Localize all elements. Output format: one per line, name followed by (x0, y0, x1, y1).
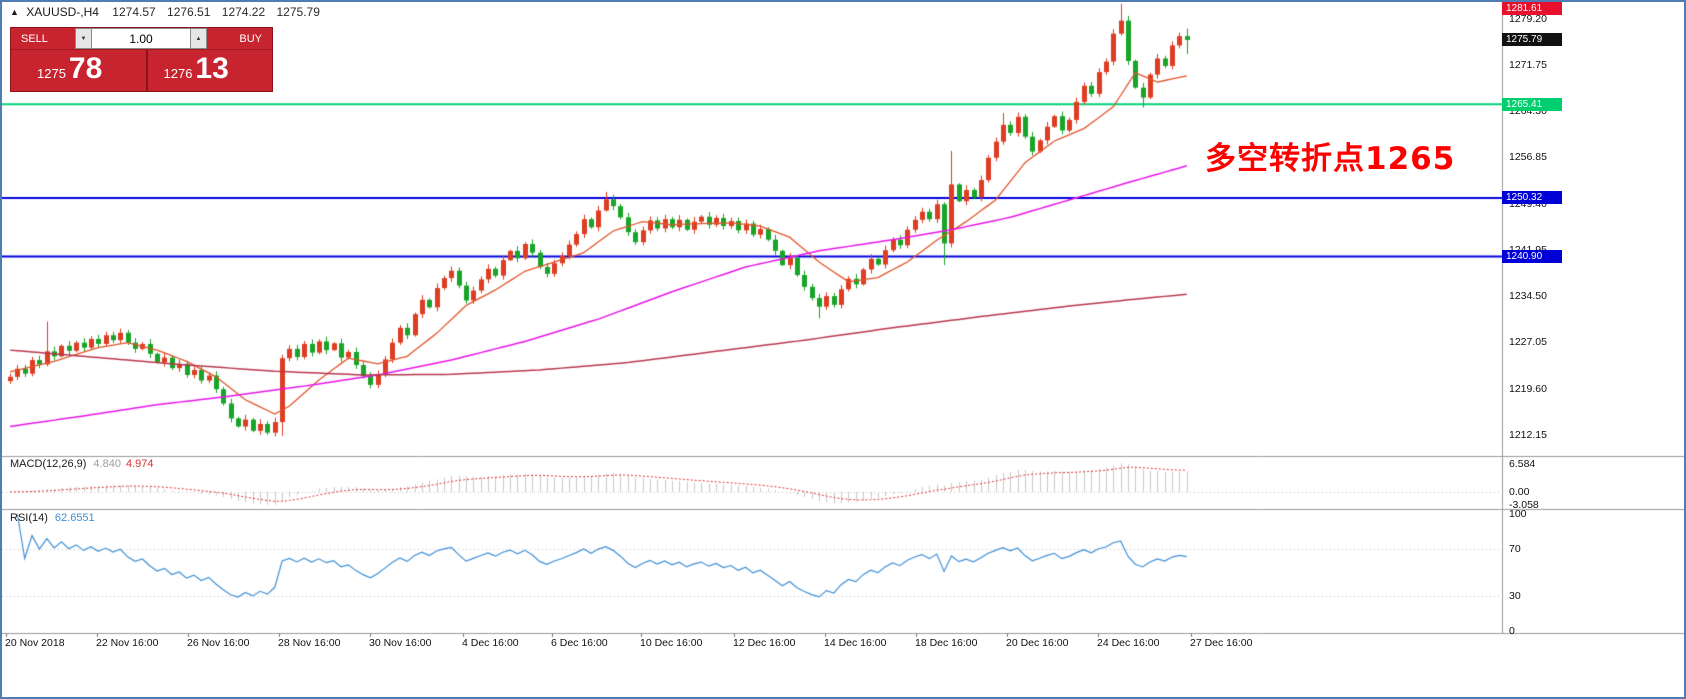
macd-indicator-label: MACD(12,26,9) 4.840 4.974 (10, 458, 153, 470)
rsi-value: 62.6551 (54, 512, 95, 524)
price-axis-label: 1271.75 (1509, 58, 1547, 71)
macd-axis-label: 0.00 (1509, 485, 1530, 498)
time-axis-label: 12 Dec 16:00 (733, 637, 796, 649)
macd-name: MACD(12,26,9) (10, 458, 87, 470)
price-axis-label: 1256.85 (1509, 151, 1547, 164)
quote-open: 1274.57 (112, 5, 156, 19)
chart-annotation-text[interactable]: 多空转折点1265 (1205, 141, 1456, 177)
time-axis-label: 18 Dec 16:00 (915, 637, 978, 649)
buy-price-major: 1276 (163, 66, 193, 81)
quote-high: 1276.51 (167, 5, 211, 19)
buy-button[interactable]: BUY (207, 28, 272, 49)
time-axis-label: 22 Nov 16:00 (96, 637, 159, 649)
quote-low: 1274.22 (221, 5, 266, 19)
price-axis-label: 1279.20 (1509, 12, 1547, 25)
sell-button[interactable]: SELL (11, 28, 75, 49)
price-axis-label: 1219.60 (1509, 382, 1547, 395)
chevron-up-icon: ▲ (195, 35, 202, 42)
price-tag: 1281.61 (1502, 2, 1562, 15)
time-axis-label: 6 Dec 16:00 (551, 637, 608, 649)
buy-price-display[interactable]: 1276 13 (148, 50, 273, 91)
price-divider (145, 50, 148, 91)
time-axis-label: 14 Dec 16:00 (824, 637, 887, 649)
volume-dropdown-button[interactable]: ▼ (75, 28, 92, 49)
time-axis-label: 30 Nov 16:00 (369, 637, 432, 649)
price-tag: 1240.90 (1502, 249, 1562, 263)
price-axis-label: 1227.05 (1509, 336, 1547, 349)
price-axis[interactable]: 1279.201271.751264.301256.851249.401241.… (1502, 2, 1684, 652)
time-axis-label: 10 Dec 16:00 (640, 637, 703, 649)
time-axis-label: 20 Nov 2018 (5, 637, 65, 649)
trade-panel-controls: SELL ▼ ▲ BUY (11, 28, 272, 50)
price-axis-label: 1212.15 (1509, 428, 1547, 441)
rsi-indicator-label: RSI(14) 62.6551 (10, 512, 95, 524)
macd-signal-value: 4.974 (125, 458, 154, 470)
macd-axis-label: -3.058 (1509, 498, 1539, 511)
triangle-up-icon: ▲ (10, 7, 19, 17)
time-axis-label: 28 Nov 16:00 (278, 637, 341, 649)
macd-axis-label: 6.584 (1509, 458, 1536, 470)
trade-panel-prices: 1275 78 1276 13 (11, 50, 272, 91)
one-click-trading-panel: SELL ▼ ▲ BUY 1275 78 1276 13 (10, 27, 273, 92)
rsi-axis-label: 30 (1509, 590, 1521, 602)
price-tag: 1275.79 (1502, 33, 1562, 47)
rsi-name: RSI(14) (10, 512, 48, 524)
volume-increase-button[interactable]: ▲ (190, 28, 207, 49)
symbol-info: ▲ XAUUSD-,H4 1274.57 1276.51 1274.22 127… (10, 5, 328, 19)
price-tag: 1265.41 (1502, 97, 1562, 111)
rsi-axis-label: 100 (1509, 507, 1527, 520)
time-axis-label: 26 Nov 16:00 (187, 637, 250, 649)
price-axis-label: 1234.50 (1509, 290, 1547, 303)
time-axis-label: 24 Dec 16:00 (1097, 637, 1160, 649)
buy-price-minor: 13 (195, 52, 229, 85)
symbol-timeframe: XAUUSD-,H4 (26, 5, 99, 19)
quote-close: 1275.79 (276, 5, 320, 19)
time-axis-label: 27 Dec 16:00 (1190, 637, 1253, 649)
time-axis-label: 20 Dec 16:00 (1006, 637, 1069, 649)
chevron-down-icon: ▼ (80, 35, 87, 42)
sell-price-display[interactable]: 1275 78 (11, 50, 146, 91)
sell-price-minor: 78 (68, 52, 103, 85)
macd-main-value: 4.840 (93, 458, 121, 470)
time-axis-label: 4 Dec 16:00 (462, 637, 519, 649)
price-tag: 1250.32 (1502, 191, 1562, 205)
rsi-axis-label: 70 (1509, 543, 1521, 555)
time-axis[interactable]: 20 Nov 2018 22 Nov 16:00 26 Nov 16:00 28 No… (2, 635, 1684, 653)
rsi-axis-label: 0 (1509, 625, 1515, 638)
volume-input[interactable] (92, 28, 190, 49)
sell-price-major: 1275 (37, 66, 66, 81)
